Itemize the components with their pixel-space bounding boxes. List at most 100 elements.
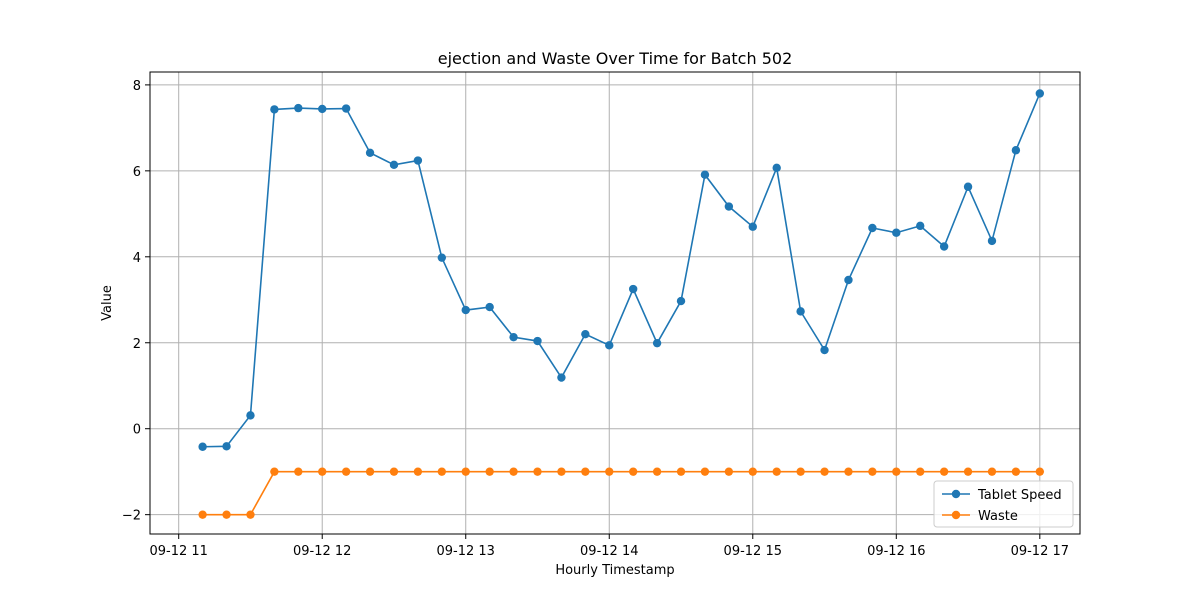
x-tick-label: 09-12 11 <box>149 544 207 559</box>
data-point <box>389 160 399 170</box>
x-tick-label: 09-12 16 <box>867 544 925 559</box>
grid-lines <box>150 72 1080 534</box>
data-point <box>796 467 805 476</box>
data-point <box>198 442 207 451</box>
data-point <box>724 467 734 476</box>
x-tick-label: 09-12 17 <box>1011 544 1069 559</box>
data-point <box>963 182 973 191</box>
data-point <box>628 284 638 294</box>
data-point <box>652 338 662 348</box>
legend-label: Tablet Speed <box>977 488 1062 503</box>
data-point <box>939 467 949 476</box>
data-point <box>485 302 494 312</box>
data-point <box>772 163 781 173</box>
data-point <box>1011 467 1021 476</box>
data-point <box>270 105 279 114</box>
data-point <box>700 170 710 179</box>
data-point <box>437 467 447 476</box>
data-point <box>844 275 853 285</box>
data-point <box>844 467 853 476</box>
data-point <box>868 467 877 476</box>
legend-label: Waste <box>978 509 1018 524</box>
data-point <box>246 411 255 420</box>
data-point <box>987 467 997 476</box>
data-point <box>341 104 351 113</box>
data-point <box>509 467 518 476</box>
data-point <box>318 104 327 114</box>
data-point <box>294 467 303 476</box>
data-point <box>581 467 590 476</box>
data-point <box>341 467 351 476</box>
legend-item: Waste <box>942 509 1018 524</box>
data-point <box>437 253 447 262</box>
data-point <box>413 467 423 476</box>
data-point <box>676 467 686 476</box>
y-tick-label: 6 <box>133 165 141 180</box>
legend-swatch-marker <box>951 489 961 499</box>
x-tick-label: 09-12 12 <box>293 544 351 559</box>
x-tick-label: 09-12 14 <box>580 544 638 559</box>
y-tick-label: 4 <box>133 251 141 266</box>
x-tick-label: 09-12 15 <box>724 544 782 559</box>
data-point <box>605 467 614 476</box>
data-point <box>413 156 423 165</box>
data-point <box>485 467 494 476</box>
series-layer <box>198 89 1045 519</box>
data-point <box>365 467 375 476</box>
x-tick-label: 09-12 13 <box>437 544 495 559</box>
chart-title: ejection and Waste Over Time for Batch 5… <box>438 49 793 68</box>
data-point <box>270 467 279 476</box>
data-point <box>1011 146 1021 155</box>
data-point <box>461 467 470 476</box>
legend-swatch-marker <box>951 510 961 520</box>
legend-item: Tablet Speed <box>942 488 1062 503</box>
data-point <box>557 467 566 476</box>
data-point <box>820 345 829 355</box>
data-point <box>796 307 805 316</box>
axis-ticks: 09-12 11 09-12 12 09-12 13 09-12 14 09-12 15… <box>122 79 1069 559</box>
data-point <box>939 242 949 251</box>
data-point <box>461 305 470 315</box>
legend: Tablet Speed Waste <box>933 480 1074 528</box>
y-tick-label: 8 <box>133 79 141 94</box>
data-point <box>868 223 877 233</box>
data-point <box>772 467 781 476</box>
data-point <box>700 467 710 476</box>
data-point <box>581 329 590 339</box>
data-point <box>222 510 231 519</box>
data-point <box>916 221 925 231</box>
y-tick-label: 2 <box>133 337 141 352</box>
data-point <box>318 467 327 476</box>
data-point <box>628 467 638 476</box>
data-point <box>1035 89 1045 98</box>
data-point <box>652 467 662 476</box>
y-tick-label: −2 <box>122 509 141 524</box>
data-point <box>605 341 614 350</box>
data-point <box>389 467 399 476</box>
y-axis-label: Value <box>100 285 115 321</box>
data-point <box>533 467 542 476</box>
data-point <box>748 222 757 231</box>
data-point <box>509 332 518 342</box>
data-point <box>892 467 901 476</box>
data-point <box>724 202 734 211</box>
series-tablet-speed <box>198 89 1045 451</box>
y-tick-label: 0 <box>133 423 141 438</box>
series-waste <box>198 467 1045 519</box>
data-point <box>222 442 231 451</box>
data-point <box>820 467 829 476</box>
data-point <box>963 467 973 476</box>
data-point <box>748 467 757 476</box>
data-point <box>557 373 566 382</box>
data-point <box>676 296 686 306</box>
data-point <box>365 148 375 157</box>
data-point <box>246 510 255 519</box>
plot-frame <box>149 71 1081 535</box>
data-point <box>892 228 901 237</box>
data-point <box>916 467 925 476</box>
data-point <box>987 236 997 246</box>
data-point <box>1035 467 1045 476</box>
data-point <box>294 103 303 113</box>
